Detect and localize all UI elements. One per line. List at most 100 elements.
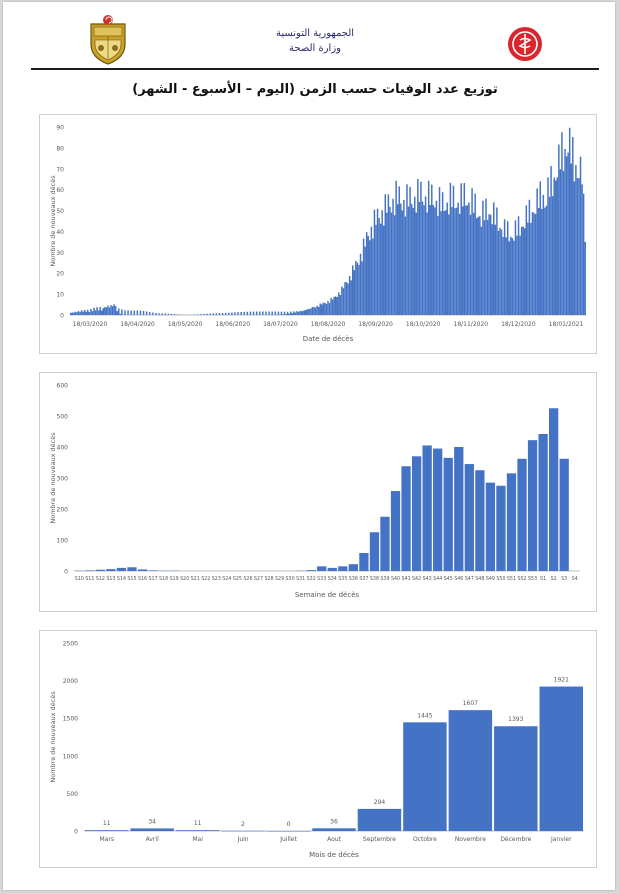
daily-bar	[417, 178, 419, 315]
daily-bar	[443, 210, 445, 315]
daily-bar	[99, 306, 101, 315]
daily-bar	[452, 185, 455, 315]
daily-bar	[322, 302, 325, 315]
daily-bar	[118, 308, 120, 315]
daily-bar	[307, 309, 309, 315]
daily-bar	[305, 309, 308, 315]
daily-bar	[475, 218, 478, 315]
document-page: الجمهورية التونسية وزارة الصحة توزيع عدد…	[3, 2, 615, 890]
x-tick-label: S25	[233, 576, 242, 582]
daily-bar	[367, 236, 369, 315]
daily-bar	[280, 311, 283, 315]
daily-bar	[462, 206, 464, 315]
daily-bar	[513, 240, 515, 315]
daily-bar	[468, 202, 470, 315]
weekly-bar	[348, 564, 358, 571]
x-tick-label: Décembre	[500, 836, 531, 843]
daily-bar	[319, 303, 321, 315]
daily-bar	[465, 205, 467, 315]
daily-bar	[489, 214, 492, 315]
weekly-bar	[137, 569, 148, 571]
daily-bar	[88, 312, 91, 315]
daily-bar	[444, 210, 447, 315]
x-tick-label: S32	[307, 576, 316, 582]
daily-bar	[451, 207, 453, 315]
weekly-deaths-chart: 0 100 200 300 400 500 600 Semaine de décès Nombr…	[49, 383, 580, 599]
daily-bar	[300, 311, 303, 315]
data-label: 1393	[508, 716, 523, 723]
daily-bar	[370, 226, 373, 315]
daily-bar	[548, 196, 551, 315]
daily-bar	[149, 312, 151, 315]
daily-bar	[70, 312, 72, 315]
daily-bar	[124, 310, 126, 315]
daily-bar	[271, 311, 273, 315]
daily-bar	[410, 203, 413, 315]
daily-bar	[358, 264, 360, 315]
daily-deaths-chart: 0 10 20 30 40 50 60 70 80 90 Date de décès Nombre d…	[49, 125, 586, 343]
weekly-bar	[401, 466, 411, 571]
x-tick-label: 18/11/2020	[454, 321, 489, 328]
y-tick-label: 600	[57, 383, 69, 390]
y-tick-label: 200	[57, 507, 69, 514]
data-label: 0	[287, 821, 291, 828]
weekly-bar	[411, 456, 422, 571]
daily-bar	[466, 205, 469, 315]
daily-bar	[116, 311, 118, 315]
daily-bar	[111, 306, 114, 315]
daily-bar	[524, 228, 526, 315]
weekly-bar	[549, 408, 559, 571]
daily-bar	[104, 307, 106, 315]
daily-bar	[541, 208, 543, 315]
daily-bar	[252, 311, 255, 315]
daily-bar	[440, 211, 442, 315]
daily-bar	[424, 196, 427, 315]
monthly-bar	[221, 830, 265, 832]
daily-bar	[243, 311, 246, 315]
daily-bar	[90, 309, 92, 315]
x-tick-label: Septembre	[363, 836, 396, 843]
page-title: توزيع عدد الوفيات حسب الزمن (اليوم – الأ…	[132, 82, 498, 97]
x-tick-label: S24	[222, 576, 231, 582]
daily-bar	[575, 165, 577, 315]
x-tick-label: S34	[328, 576, 337, 582]
daily-bar	[578, 178, 580, 315]
daily-bar	[96, 307, 98, 315]
daily-bar	[488, 214, 490, 315]
daily-bar	[331, 299, 334, 315]
monthly-bar	[312, 828, 356, 831]
daily-bar	[218, 313, 221, 315]
daily-bar	[508, 241, 510, 315]
daily-bar	[240, 311, 242, 315]
daily-bar	[303, 310, 306, 315]
daily-bar	[341, 286, 343, 315]
daily-bar	[486, 219, 489, 315]
daily-bar	[364, 246, 366, 315]
monthly-bar	[130, 828, 174, 831]
daily-bar	[494, 224, 497, 315]
weekly-bar	[148, 570, 158, 571]
daily-bar	[82, 311, 84, 315]
daily-bar	[525, 205, 528, 315]
daily-bar	[325, 303, 328, 315]
x-tick-label: S20	[180, 576, 189, 582]
daily-bar	[100, 310, 103, 315]
daily-bar	[173, 314, 176, 315]
weekly-bar	[359, 553, 369, 571]
x-tick-label: S49	[486, 576, 495, 582]
daily-bar	[197, 314, 199, 315]
daily-bar	[568, 127, 571, 315]
daily-bar	[206, 313, 208, 315]
weekly-bar	[475, 470, 485, 571]
daily-bar	[379, 223, 382, 315]
data-label: 1607	[463, 700, 478, 707]
daily-bar	[472, 212, 475, 315]
daily-bar	[401, 210, 404, 315]
x-tick-label: Juillet	[279, 836, 297, 843]
weekly-bar	[517, 458, 527, 571]
x-tick-label: S21	[191, 576, 200, 582]
y-axis-title: Nombre de nouveaux décès	[49, 175, 57, 267]
y-axis-title: Nombre de nouveaux décès	[49, 432, 57, 524]
data-label: 1445	[417, 712, 432, 719]
daily-bar	[427, 180, 430, 315]
